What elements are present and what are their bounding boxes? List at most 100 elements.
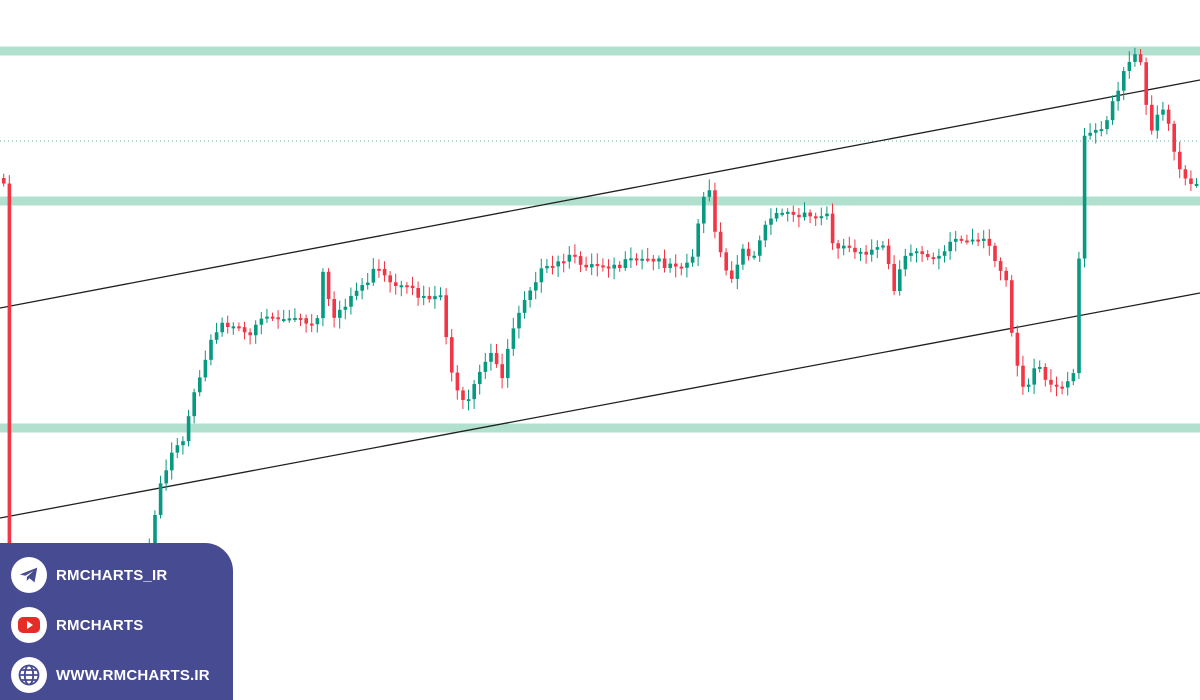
candle-bullish (1038, 366, 1042, 369)
candle-bullish (349, 295, 353, 307)
candle-bullish (668, 263, 672, 268)
candle-bearish (651, 258, 656, 262)
candle-bearish (377, 268, 381, 271)
candle-bullish (343, 306, 348, 310)
candle-bullish (209, 339, 213, 360)
candle-bullish (858, 251, 863, 254)
candle-bullish (466, 399, 471, 402)
candle-bullish (354, 290, 359, 296)
candle-bullish (825, 213, 829, 217)
candle-bearish (797, 214, 801, 218)
candle-bearish (310, 323, 314, 326)
candle-bullish (1155, 114, 1160, 131)
candle-bullish (898, 269, 902, 292)
candle-bullish (802, 212, 807, 218)
candle-bullish (1071, 373, 1076, 382)
candle-bullish (786, 211, 790, 214)
candle-bearish (270, 316, 275, 319)
candle-bearish (1054, 384, 1059, 387)
candle-bearish (724, 252, 728, 271)
candle-bullish (629, 258, 633, 261)
candle-bullish (567, 254, 572, 262)
candle-bullish (181, 441, 185, 446)
candle-bullish (590, 264, 594, 268)
candle-bearish (646, 258, 650, 261)
candle-bearish (578, 256, 583, 265)
candle-bullish (774, 212, 779, 219)
candle-bearish (405, 285, 409, 288)
candle-bullish (366, 282, 370, 286)
candle-bearish (326, 271, 331, 300)
candle-bullish (881, 245, 885, 248)
candle-bullish (371, 268, 376, 283)
candle-bearish (416, 287, 420, 298)
candle-bullish (158, 483, 163, 515)
candle-bearish (1172, 123, 1176, 152)
candle-bearish (808, 212, 812, 217)
candle-bullish (758, 240, 762, 256)
candle-bearish (1010, 280, 1014, 333)
candle-bearish (987, 238, 992, 246)
candle-bearish (959, 238, 964, 241)
candle-bullish (780, 212, 784, 215)
candle-bearish (892, 263, 896, 292)
telegram-handle: RMCHARTS_IR (56, 566, 168, 584)
candle-bearish (1060, 386, 1064, 389)
candle-bearish (965, 240, 969, 243)
candle-bullish (707, 190, 712, 197)
candle-bullish (153, 514, 157, 545)
candle-bullish (1099, 129, 1104, 132)
candle-bullish (752, 255, 756, 258)
candle-bearish (1189, 178, 1193, 184)
candle-bearish (1183, 169, 1188, 179)
candle-bullish (198, 377, 202, 393)
candle-bearish (500, 364, 504, 379)
candle-bearish (298, 317, 303, 320)
website-row[interactable]: WWW.RMCHARTS.IR (11, 657, 210, 693)
candle-bullish (914, 251, 919, 254)
candle-bullish (842, 245, 846, 249)
candle-bullish (254, 324, 258, 336)
candle-bullish (214, 332, 219, 340)
candle-bearish (237, 326, 241, 329)
candle-bullish (545, 265, 549, 269)
candle-bearish (920, 251, 924, 255)
candle-bullish (539, 268, 544, 283)
candle-bearish (248, 332, 252, 336)
candle-bullish (360, 285, 364, 291)
candle-bullish (522, 300, 527, 313)
candle-bearish (394, 282, 398, 286)
candle-bearish (450, 337, 454, 373)
candle-bullish (870, 249, 874, 255)
candle-bullish (1077, 258, 1081, 374)
candle-bearish (7, 183, 12, 628)
candle-bearish (993, 245, 997, 262)
candle-bearish (926, 254, 930, 258)
candle-bullish (422, 295, 426, 298)
candle-bullish (1105, 120, 1109, 130)
candle-bullish (1094, 129, 1098, 133)
candle-bullish (1161, 109, 1165, 115)
candle-bullish (315, 318, 320, 325)
youtube-row[interactable]: RMCHARTS (11, 607, 143, 643)
candle-bullish (657, 258, 661, 262)
candle-bullish (1116, 90, 1120, 102)
telegram-row[interactable]: RMCHARTS_IR (11, 557, 167, 593)
candle-bullish (293, 317, 297, 320)
candle-bearish (730, 270, 734, 279)
candle-bullish (612, 264, 616, 269)
candle-bullish (769, 218, 773, 225)
candle-bearish (410, 285, 415, 288)
candle-bearish (1043, 366, 1048, 380)
candle-bearish (814, 216, 818, 219)
candle-bearish (562, 261, 566, 264)
candle-bearish (718, 231, 723, 253)
candle-bearish (830, 213, 835, 244)
candle-bearish (713, 190, 717, 232)
candle-bearish (791, 211, 796, 215)
candle-bearish (931, 257, 936, 260)
candle-bearish (864, 251, 868, 255)
candle-bearish (1049, 379, 1053, 385)
candle-bullish (685, 262, 689, 268)
